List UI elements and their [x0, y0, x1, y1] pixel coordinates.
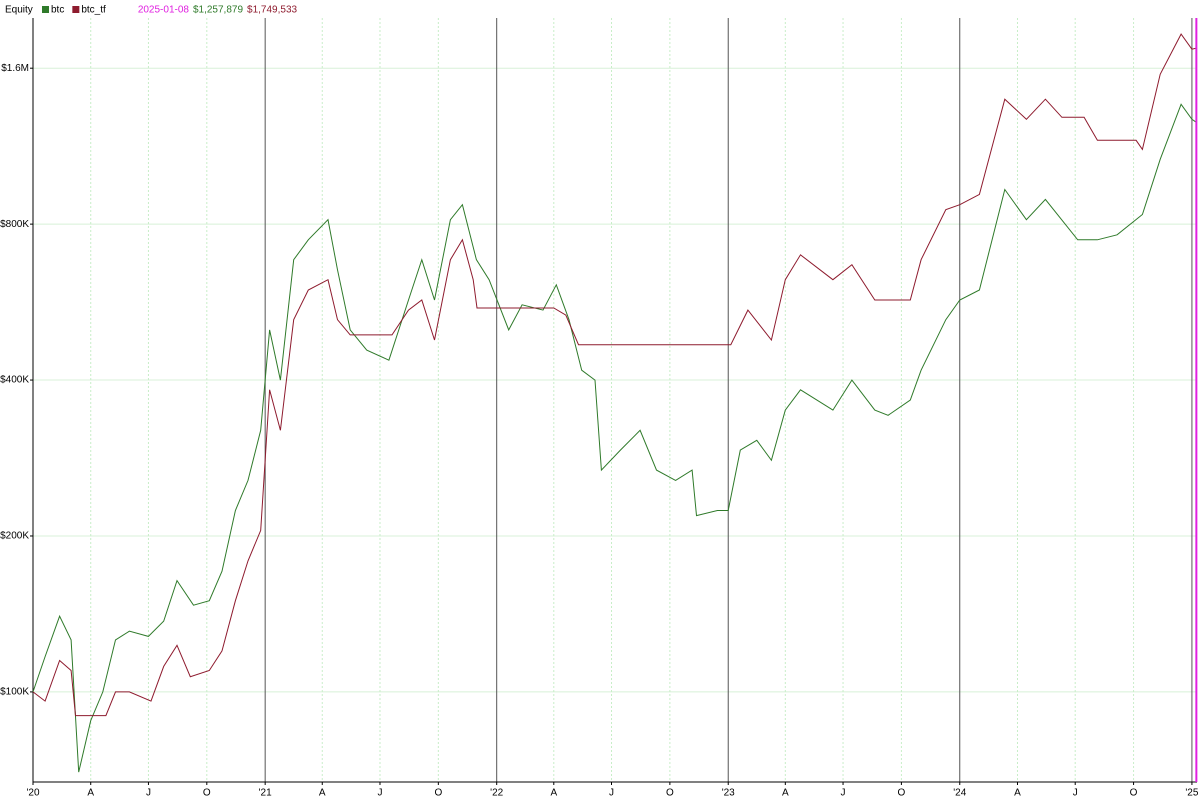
x-tick-label: A	[319, 788, 326, 799]
legend-label: btc	[51, 5, 64, 16]
cursor-date: 2025-01-08	[138, 5, 190, 16]
y-tick-label: $1.6M	[1, 63, 29, 74]
x-tick-label: A	[550, 788, 557, 799]
x-tick-label: O	[203, 788, 211, 799]
x-tick-label: '25	[1185, 788, 1198, 799]
y-tick-label: $800K	[0, 219, 29, 230]
cursor-value: $1,749,533	[247, 5, 297, 16]
x-tick-label: O	[1130, 788, 1138, 799]
chart-title: Equity	[5, 5, 33, 16]
legend-swatch	[42, 6, 49, 13]
x-tick-label: J	[609, 788, 614, 799]
legend-label: btc_tf	[81, 5, 106, 16]
legend-swatch	[72, 6, 80, 13]
x-tick-label: J	[146, 788, 151, 799]
x-tick-label: A	[1014, 788, 1021, 799]
x-tick-label: J	[1073, 788, 1078, 799]
x-tick-label: '22	[490, 788, 503, 799]
y-tick-label: $100K	[0, 687, 29, 698]
x-tick-label: A	[782, 788, 789, 799]
x-tick-label: O	[898, 788, 906, 799]
x-tick-label: J	[841, 788, 846, 799]
x-tick-label: '21	[259, 788, 272, 799]
x-tick-label: A	[87, 788, 94, 799]
y-tick-label: $200K	[0, 531, 29, 542]
cursor-value: $1,257,879	[193, 5, 243, 16]
x-tick-label: '23	[722, 788, 735, 799]
x-tick-label: O	[434, 788, 442, 799]
x-tick-label: J	[377, 788, 382, 799]
x-tick-label: O	[666, 788, 674, 799]
equity-line	[32, 103, 1197, 773]
y-tick-label: $400K	[0, 375, 29, 386]
equity-line	[32, 33, 1197, 717]
x-tick-label: '24	[953, 788, 966, 799]
x-tick-label: '20	[26, 788, 39, 799]
